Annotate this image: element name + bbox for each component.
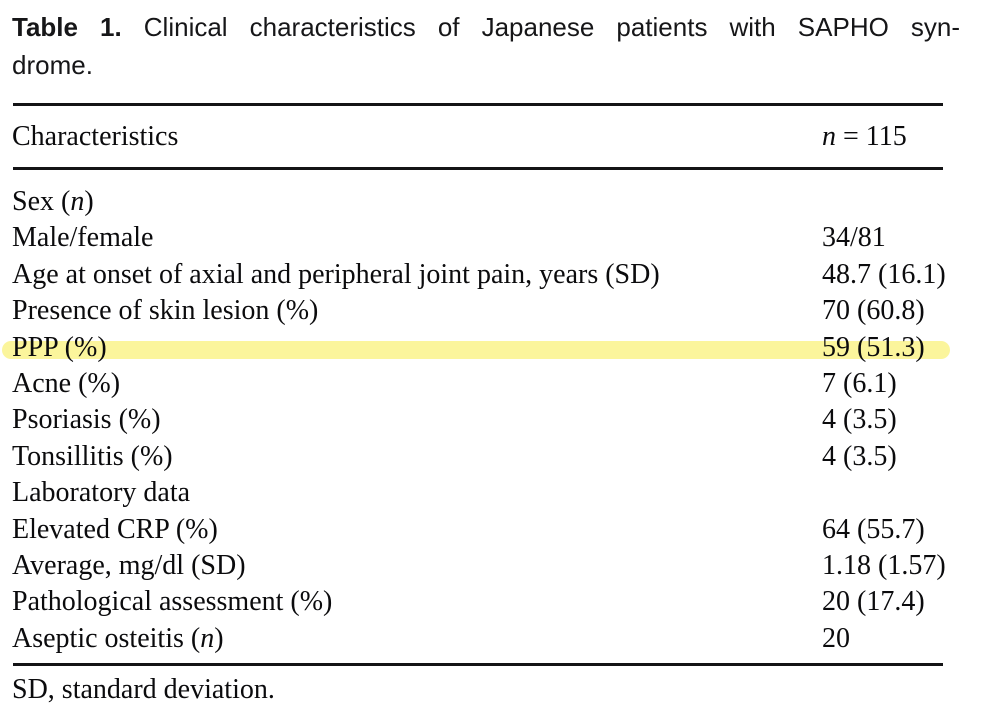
row-value — [822, 184, 960, 220]
row-value: 64 (55.7) — [822, 513, 925, 545]
highlight-marker — [2, 340, 950, 359]
row-label: Pathological assessment (%) — [12, 586, 333, 618]
row-value: 34/81 — [822, 222, 886, 254]
table-caption-label: Table 1. — [12, 12, 122, 42]
table-row: Acne (%) 7 (6.1) — [12, 366, 960, 402]
table-row: Aseptic osteitis (n) 20 — [12, 621, 960, 657]
table-caption-text: Clinical characteristics of Japanese pat… — [143, 12, 960, 42]
table-row: PPP (%) 59 (51.3) — [2, 330, 960, 366]
row-value: 4 (3.5) — [822, 404, 897, 436]
table-row: Male/female 34/81 — [12, 220, 960, 256]
table-caption: Table 1. Clinical characteristics of Jap… — [12, 8, 960, 84]
row-value: 1.18 (1.57) — [822, 549, 946, 581]
row-label: Acne (%) — [12, 367, 121, 399]
row-label: Sex (n) — [12, 186, 94, 217]
row-label: Elevated CRP (%) — [12, 513, 218, 545]
row-label: Average, mg/dl (SD) — [12, 549, 246, 581]
row-label: Aseptic osteitis (n) — [12, 622, 224, 654]
table-rule-bottom — [13, 663, 943, 666]
row-value: 20 (17.4) — [822, 586, 925, 618]
table-row: Pathological assessment (%) 20 (17.4) — [12, 584, 960, 620]
row-label: Male/female — [12, 222, 154, 254]
table-row: Sex (n) — [12, 184, 960, 220]
row-value — [822, 475, 960, 511]
row-value: 4 (3.5) — [822, 440, 897, 472]
table-body: Sex (n) Male/female 34/81 Age at onset o… — [2, 184, 960, 657]
row-label: Laboratory data — [12, 477, 191, 509]
header-n-value: n = 115 — [822, 121, 907, 152]
row-label: Age at onset of axial and peripheral joi… — [12, 258, 660, 290]
row-value: 70 (60.8) — [822, 295, 925, 327]
table-row: Age at onset of axial and peripheral joi… — [12, 257, 960, 293]
table-caption-line2: drome. — [12, 50, 93, 80]
table-row: Average, mg/dl (SD) 1.18 (1.57) — [12, 548, 960, 584]
row-label: Tonsillitis (%) — [12, 440, 173, 472]
row-value: 59 (51.3) — [822, 331, 925, 363]
table-row: Elevated CRP (%) 64 (55.7) — [12, 512, 960, 548]
table-footnote: SD, standard deviation. — [12, 674, 275, 705]
table-row: Tonsillitis (%) 4 (3.5) — [12, 439, 960, 475]
table-header-row: Characteristics n = 115 — [12, 121, 960, 153]
row-value: 20 — [822, 622, 850, 654]
table-row: Psoriasis (%) 4 (3.5) — [12, 402, 960, 438]
table-rule-mid — [13, 167, 943, 170]
table-row: Presence of skin lesion (%) 70 (60.8) — [12, 293, 960, 329]
row-label: Psoriasis (%) — [12, 404, 161, 436]
header-characteristics: Characteristics — [12, 121, 179, 152]
table-rule-top — [13, 103, 943, 106]
row-value: 48.7 (16.1) — [822, 258, 946, 290]
table-row: Laboratory data — [12, 475, 960, 511]
row-value: 7 (6.1) — [822, 367, 897, 399]
row-label: Presence of skin lesion (%) — [12, 295, 319, 327]
row-label: PPP (%) — [12, 331, 107, 363]
table-caption-line1: Table 1. Clinical characteristics of Jap… — [12, 8, 960, 46]
